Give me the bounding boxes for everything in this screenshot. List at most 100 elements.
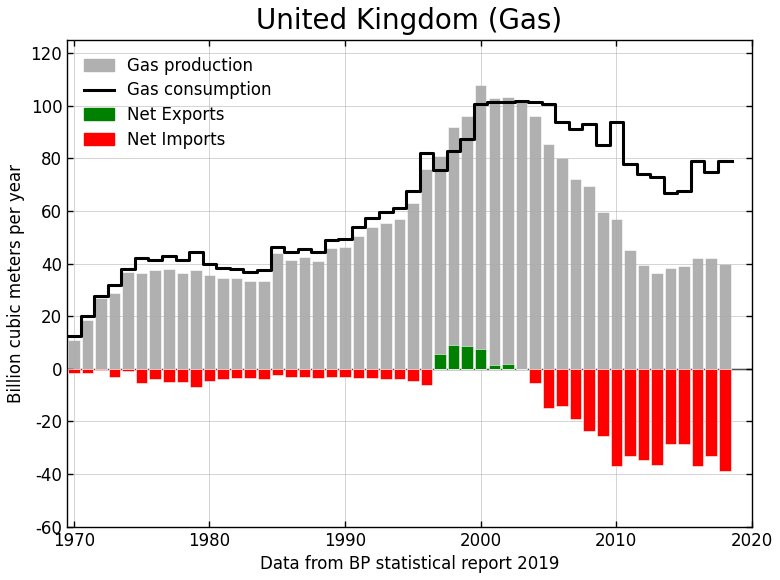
Bar [665,369,676,444]
Bar [583,186,595,369]
Bar [705,369,717,456]
Bar [475,349,487,369]
Bar [271,369,283,375]
Bar [651,369,663,465]
Bar [353,236,364,369]
Bar [204,276,215,369]
Bar [136,273,147,369]
Bar [556,158,568,369]
Bar [679,369,690,444]
Bar [462,346,473,369]
Bar [190,270,202,369]
Bar [692,258,704,369]
Legend: Gas production, Gas consumption, Net Exports, Net Imports: Gas production, Gas consumption, Net Exp… [76,48,280,157]
Bar [488,365,500,369]
Bar [82,369,94,373]
Bar [380,223,392,369]
Bar [218,369,229,379]
Bar [407,369,419,380]
Bar [420,369,432,385]
Bar [95,298,107,369]
Bar [109,292,120,369]
Bar [705,258,717,369]
Bar [611,219,622,369]
Bar [150,369,161,379]
Bar [176,369,188,382]
Bar [570,179,581,369]
Bar [624,369,636,456]
Bar [258,281,270,369]
Bar [638,265,649,369]
Bar [502,364,513,369]
Bar [529,369,541,383]
Bar [624,251,636,369]
Bar [82,320,94,369]
Bar [367,369,378,378]
Bar [231,369,243,378]
Bar [339,246,351,369]
Bar [543,369,555,408]
Bar [638,369,649,459]
Bar [502,97,513,369]
Bar [244,281,256,369]
Bar [448,345,459,369]
Bar [380,369,392,379]
Bar [258,369,270,379]
Bar [271,253,283,369]
Bar [68,369,80,373]
Bar [420,169,432,369]
Bar [488,98,500,369]
Bar [163,369,175,382]
Bar [462,117,473,369]
Y-axis label: Billion cubic meters per year: Billion cubic meters per year [7,164,25,403]
Bar [516,100,527,369]
Bar [176,273,188,369]
Bar [367,227,378,369]
Bar [394,219,405,369]
Title: United Kingdom (Gas): United Kingdom (Gas) [257,7,562,35]
Bar [339,369,351,377]
Bar [611,369,622,466]
Bar [122,271,134,369]
Bar [312,261,324,369]
Bar [326,369,337,377]
Bar [231,278,243,369]
Bar [583,369,595,430]
Bar [109,369,120,377]
Bar [312,369,324,378]
Bar [692,369,704,466]
Bar [163,269,175,369]
Bar [407,203,419,369]
Bar [95,369,107,370]
Bar [475,85,487,369]
Bar [218,278,229,369]
X-axis label: Data from BP statistical report 2019: Data from BP statistical report 2019 [260,555,559,573]
Bar [665,267,676,369]
Bar [543,144,555,369]
Bar [244,369,256,378]
Bar [434,156,446,369]
Bar [719,369,731,472]
Bar [679,266,690,369]
Bar [394,369,405,379]
Bar [299,369,310,377]
Bar [651,273,663,369]
Bar [326,248,337,369]
Bar [150,270,161,369]
Bar [190,369,202,387]
Bar [434,354,446,369]
Bar [136,369,147,383]
Bar [448,127,459,369]
Bar [285,369,296,377]
Bar [122,369,134,371]
Bar [299,257,310,369]
Bar [285,260,296,369]
Bar [570,369,581,419]
Bar [353,369,364,378]
Bar [556,369,568,405]
Bar [597,369,608,436]
Bar [597,212,608,369]
Bar [204,369,215,380]
Bar [529,117,541,369]
Bar [68,340,80,369]
